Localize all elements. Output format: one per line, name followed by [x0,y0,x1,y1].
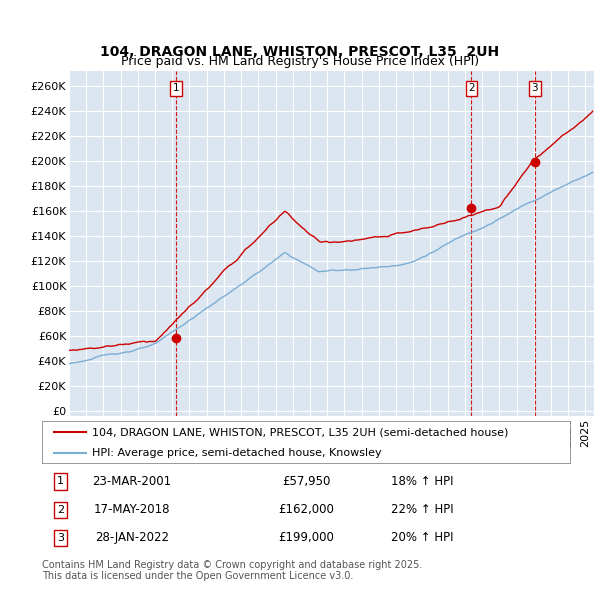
Text: £199,000: £199,000 [278,532,334,545]
Text: 22% ↑ HPI: 22% ↑ HPI [391,503,454,516]
Text: 2: 2 [57,504,64,514]
Text: 3: 3 [532,83,538,93]
Text: 23-MAR-2001: 23-MAR-2001 [92,475,172,488]
Text: 2: 2 [468,83,475,93]
Text: 20% ↑ HPI: 20% ↑ HPI [391,532,454,545]
Text: 17-MAY-2018: 17-MAY-2018 [94,503,170,516]
Text: £162,000: £162,000 [278,503,334,516]
Text: £57,950: £57,950 [282,475,330,488]
Text: Price paid vs. HM Land Registry's House Price Index (HPI): Price paid vs. HM Land Registry's House … [121,55,479,68]
Text: Contains HM Land Registry data © Crown copyright and database right 2025.
This d: Contains HM Land Registry data © Crown c… [42,559,422,581]
Text: 3: 3 [57,533,64,543]
Text: 104, DRAGON LANE, WHISTON, PRESCOT, L35  2UH: 104, DRAGON LANE, WHISTON, PRESCOT, L35 … [100,45,500,59]
Text: 104, DRAGON LANE, WHISTON, PRESCOT, L35 2UH (semi-detached house): 104, DRAGON LANE, WHISTON, PRESCOT, L35 … [92,427,509,437]
Text: 1: 1 [173,83,179,93]
Text: HPI: Average price, semi-detached house, Knowsley: HPI: Average price, semi-detached house,… [92,448,382,457]
Text: 28-JAN-2022: 28-JAN-2022 [95,532,169,545]
Text: 1: 1 [57,477,64,487]
Text: 18% ↑ HPI: 18% ↑ HPI [391,475,454,488]
